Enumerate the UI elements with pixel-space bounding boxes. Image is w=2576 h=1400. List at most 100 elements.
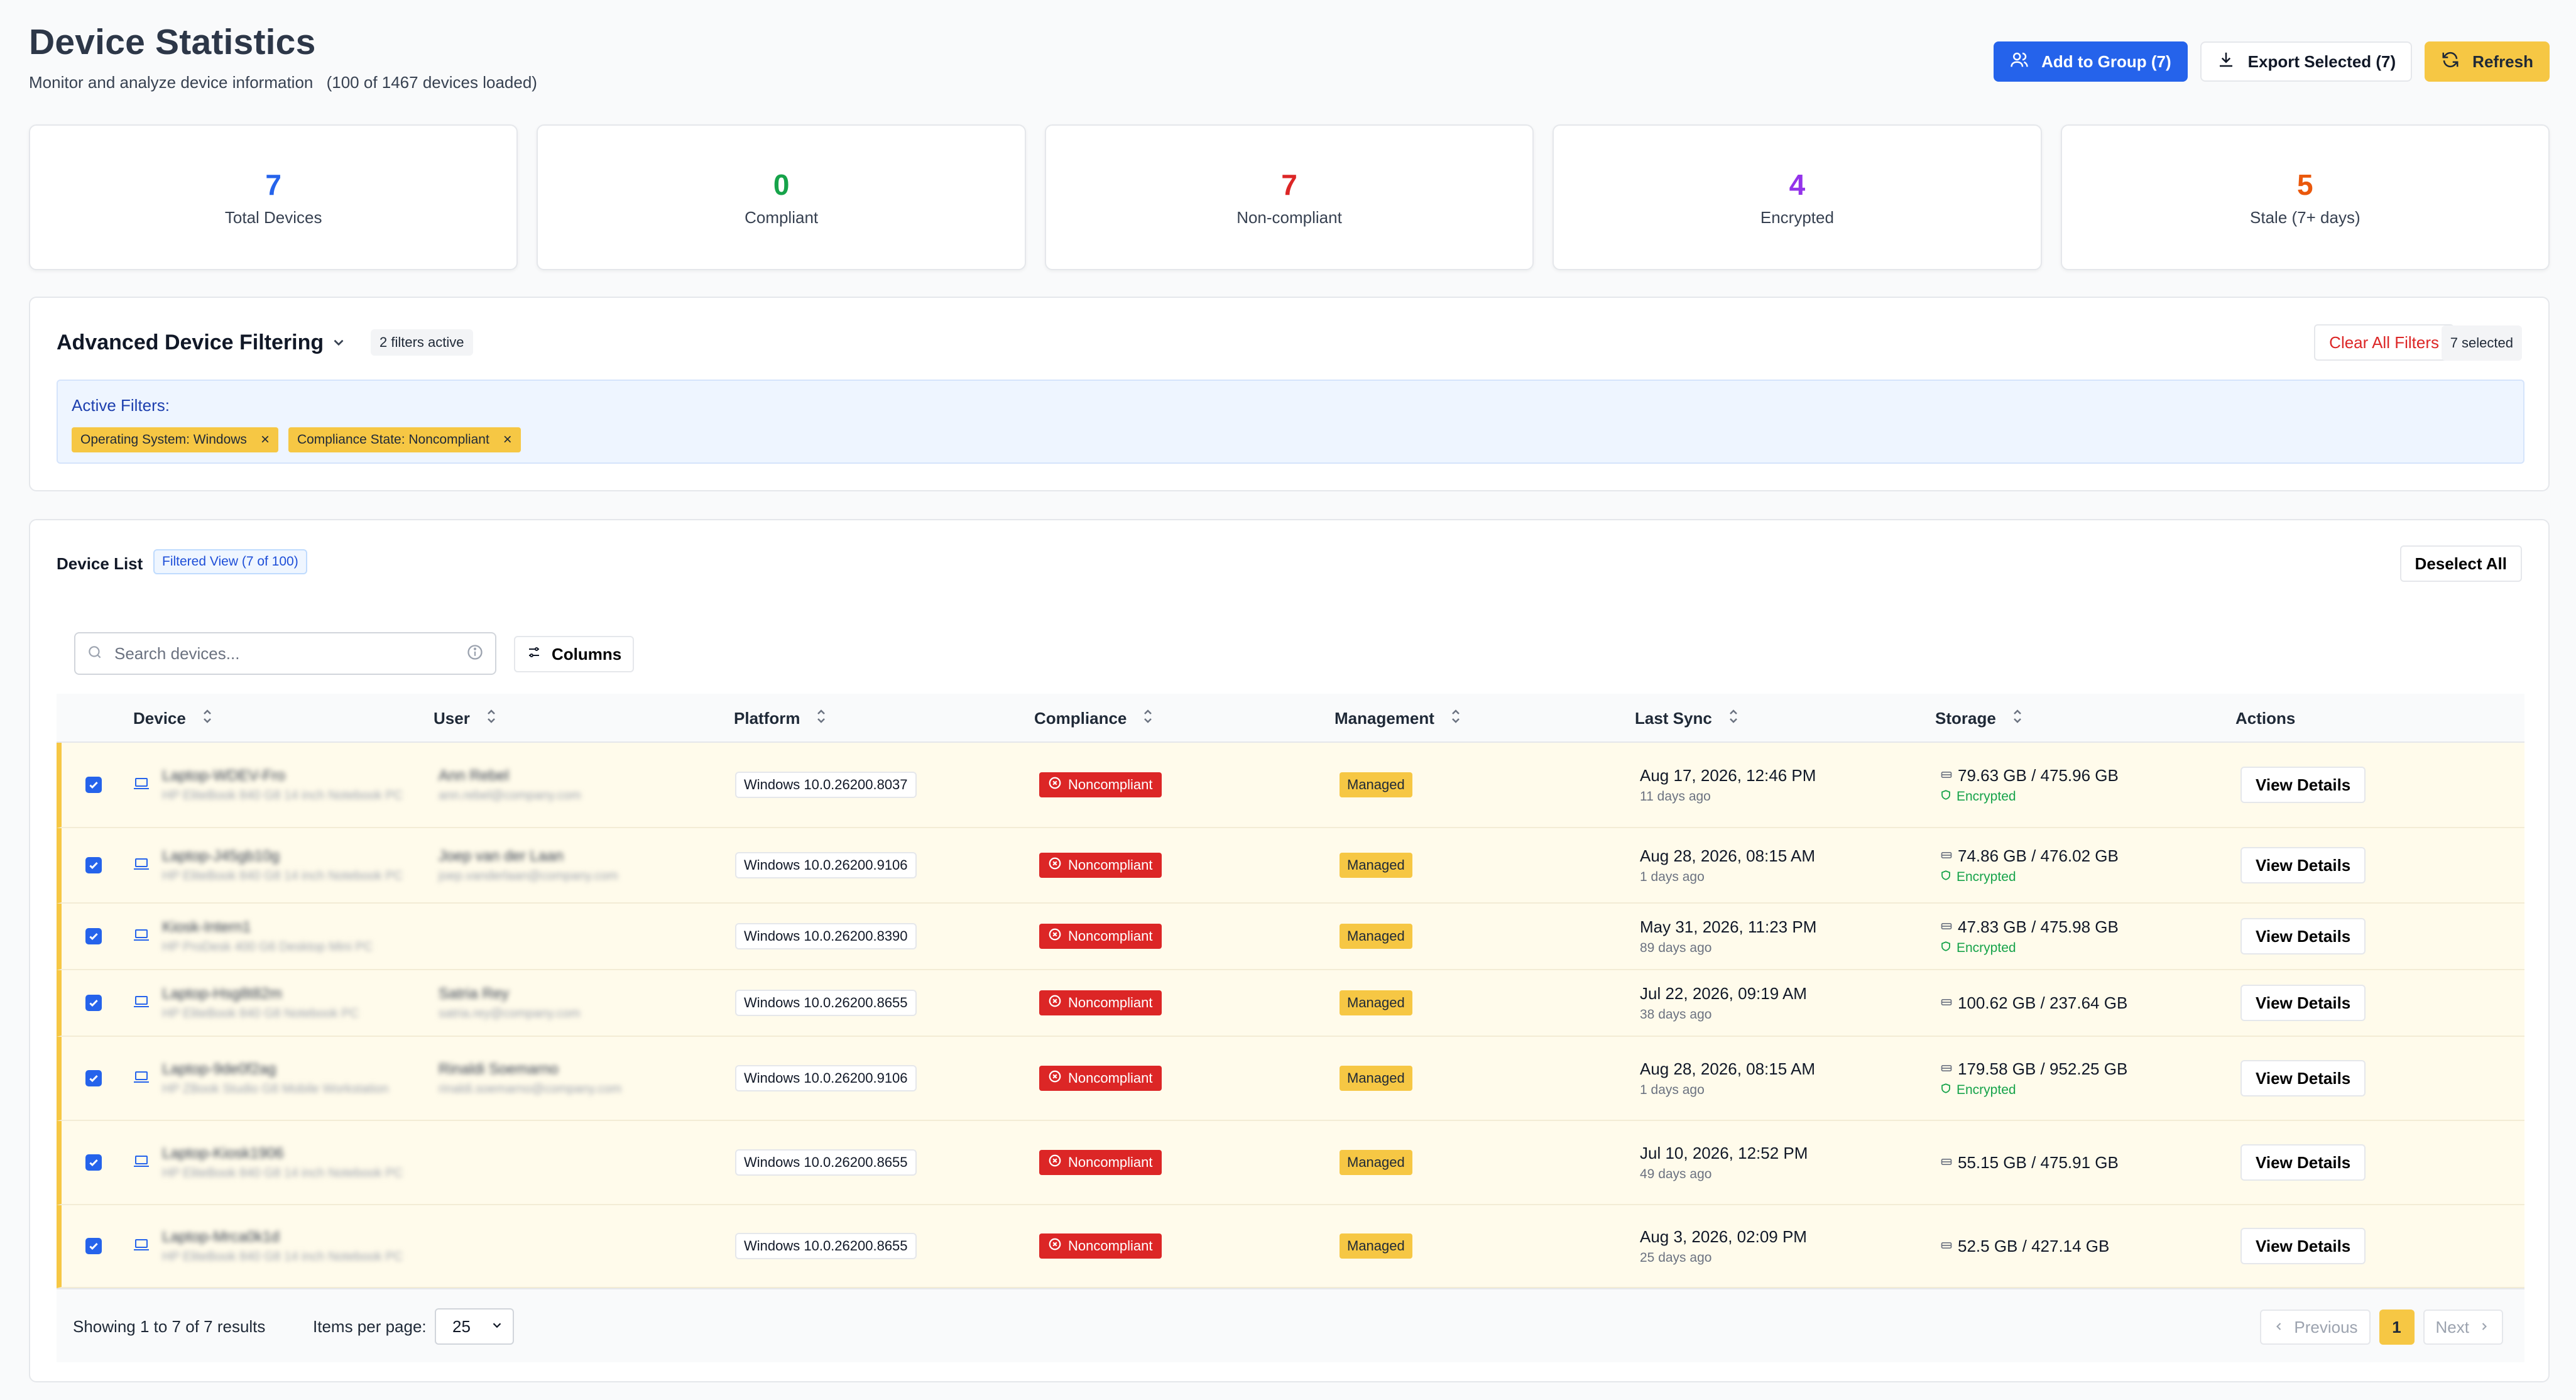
table-row[interactable]: Laptop-J45gb10g HP EliteBook 840 G8 14 i…: [57, 828, 2524, 904]
sort-icon[interactable]: [815, 708, 827, 730]
view-details-button[interactable]: View Details: [2240, 918, 2366, 954]
info-icon[interactable]: [466, 643, 484, 664]
table-row[interactable]: Laptop-Mrca0k1d HP EliteBook 840 G8 14 i…: [57, 1205, 2524, 1288]
stats-row: 7 Total Devices 0 Compliant 7 Non-compli…: [29, 124, 2550, 270]
device-model: HP ZBook Studio G8 Mobile Workstation: [162, 1081, 389, 1096]
th-last-sync[interactable]: Last Sync: [1635, 694, 1740, 743]
device-name[interactable]: Laptop-WDEV-Fro: [162, 767, 286, 784]
row-checkbox-cell: [85, 828, 102, 902]
refresh-label: Refresh: [2472, 52, 2533, 71]
items-per-page-select[interactable]: 25: [435, 1308, 514, 1345]
storage-value: 74.86 GB / 476.02 GB: [1958, 846, 2119, 865]
stat-value: 7: [265, 168, 281, 201]
table-row[interactable]: Laptop-Hsg8t82m HP EliteBook 840 G8 Note…: [57, 970, 2524, 1037]
x-circle-icon: [1048, 856, 1062, 874]
next-page-button[interactable]: Next: [2423, 1310, 2503, 1345]
managed-badge: Managed: [1340, 1150, 1412, 1175]
row-checkbox[interactable]: [85, 1070, 102, 1086]
view-details-button[interactable]: View Details: [2240, 1144, 2366, 1181]
management-cell: Managed: [1340, 1037, 1412, 1120]
add-to-group-button[interactable]: Add to Group (7): [1994, 41, 2188, 82]
columns-button[interactable]: Columns: [514, 636, 635, 672]
th-storage[interactable]: Storage: [1935, 694, 2024, 743]
compliance-cell: Noncompliant: [1039, 1037, 1162, 1120]
storage-cell: 100.62 GB / 237.64 GB: [1940, 970, 2127, 1036]
device-cell: Laptop-WDEV-Fro HP EliteBook 840 G8 14 i…: [162, 743, 426, 827]
view-details-button[interactable]: View Details: [2240, 767, 2366, 803]
platform-badge: Windows 10.0.26200.8655: [735, 1233, 917, 1259]
actions-cell: View Details: [2240, 743, 2366, 827]
deselect-all-button[interactable]: Deselect All: [2399, 545, 2522, 582]
th-compliance[interactable]: Compliance: [1034, 694, 1154, 743]
compliance-cell: Noncompliant: [1039, 970, 1162, 1036]
platform-badge: Windows 10.0.26200.8655: [735, 1149, 917, 1176]
chevron-left-icon: [2273, 1318, 2285, 1337]
storage-value: 47.83 GB / 475.98 GB: [1958, 917, 2119, 936]
user-cell: Satria Rey satria.rey@company.com: [439, 970, 702, 1036]
device-name[interactable]: Laptop-Hsg8t82m: [162, 985, 282, 1002]
active-filters-box: Active Filters: Operating System: Window…: [57, 380, 2524, 464]
sort-icon[interactable]: [1727, 708, 1740, 730]
sort-icon[interactable]: [485, 708, 498, 730]
row-checkbox[interactable]: [85, 857, 102, 873]
export-selected-button[interactable]: Export Selected (7): [2200, 41, 2413, 82]
table-row[interactable]: Kiosk-Intern1 HP ProDesk 400 G6 Desktop …: [57, 904, 2524, 970]
actions-cell: View Details: [2240, 1121, 2366, 1204]
clear-all-filters-button[interactable]: Clear All Filters: [2314, 324, 2454, 361]
device-name[interactable]: Laptop-9de0f2ag: [162, 1060, 276, 1078]
previous-page-button[interactable]: Previous: [2260, 1310, 2371, 1345]
close-icon[interactable]: ×: [260, 431, 270, 448]
x-circle-icon: [1048, 1237, 1062, 1255]
chevron-down-icon[interactable]: [330, 334, 347, 351]
sort-icon[interactable]: [201, 708, 214, 730]
shield-icon: [1940, 870, 1951, 885]
user-cell: Joep van der Laan joep.vanderlaan@compan…: [439, 828, 702, 902]
row-checkbox[interactable]: [85, 1154, 102, 1171]
storage-usage: 79.63 GB / 475.96 GB: [1940, 766, 2119, 785]
filter-panel-title[interactable]: Advanced Device Filtering: [57, 331, 324, 354]
user-name: Ann Rebel: [439, 767, 510, 784]
table-row[interactable]: Laptop-WDEV-Fro HP EliteBook 840 G8 14 i…: [57, 743, 2524, 828]
view-details-button[interactable]: View Details: [2240, 847, 2366, 883]
row-checkbox-cell: [85, 1205, 102, 1287]
sort-icon[interactable]: [1142, 708, 1154, 730]
encrypted-status: Encrypted: [1940, 870, 2119, 885]
view-details-button[interactable]: View Details: [2240, 985, 2366, 1021]
table-row[interactable]: Laptop-9de0f2ag HP ZBook Studio G8 Mobil…: [57, 1037, 2524, 1121]
last-sync-cell: Aug 28, 2026, 08:15 AM 1 days ago: [1640, 1037, 1815, 1120]
device-name[interactable]: Laptop-Kiosk1906: [162, 1144, 284, 1162]
th-device[interactable]: Device: [133, 694, 214, 743]
managed-badge: Managed: [1340, 990, 1412, 1015]
sliders-icon: [527, 645, 542, 664]
row-checkbox[interactable]: [85, 928, 102, 944]
platform-cell: Windows 10.0.26200.8037: [735, 743, 917, 827]
table-row[interactable]: Laptop-Kiosk1906 HP EliteBook 840 G8 14 …: [57, 1121, 2524, 1205]
compliance-label: Noncompliant: [1068, 777, 1153, 792]
row-checkbox[interactable]: [85, 777, 102, 793]
search-input[interactable]: [114, 643, 455, 664]
view-details-button[interactable]: View Details: [2240, 1060, 2366, 1096]
page-number-button[interactable]: 1: [2379, 1310, 2415, 1345]
view-details-button[interactable]: View Details: [2240, 1228, 2366, 1264]
managed-badge: Managed: [1340, 853, 1412, 878]
device-name[interactable]: Kiosk-Intern1: [162, 918, 251, 936]
th-user[interactable]: User: [434, 694, 498, 743]
x-circle-icon: [1048, 1154, 1062, 1171]
th-platform[interactable]: Platform: [734, 694, 827, 743]
device-name[interactable]: Laptop-J45gb10g: [162, 847, 280, 865]
th-management[interactable]: Management: [1334, 694, 1462, 743]
sort-icon[interactable]: [1449, 708, 1462, 730]
refresh-button[interactable]: Refresh: [2425, 41, 2550, 82]
stat-label: Encrypted: [1760, 207, 1834, 227]
close-icon[interactable]: ×: [503, 431, 512, 448]
device-name[interactable]: Laptop-Mrca0k1d: [162, 1228, 280, 1245]
table-header: Device User Platform Compliance Manageme…: [57, 694, 2524, 743]
sort-icon[interactable]: [2011, 708, 2024, 730]
user-name: Rinaldi Soemarno: [439, 1060, 559, 1078]
row-checkbox[interactable]: [85, 995, 102, 1011]
row-checkbox[interactable]: [85, 1238, 102, 1254]
stat-card-noncompliant: 7 Non-compliant: [1044, 124, 1534, 270]
noncompliant-badge: Noncompliant: [1039, 1066, 1162, 1091]
device-icon-cell: [133, 828, 150, 902]
showing-results: Showing 1 to 7 of 7 results: [73, 1317, 266, 1336]
